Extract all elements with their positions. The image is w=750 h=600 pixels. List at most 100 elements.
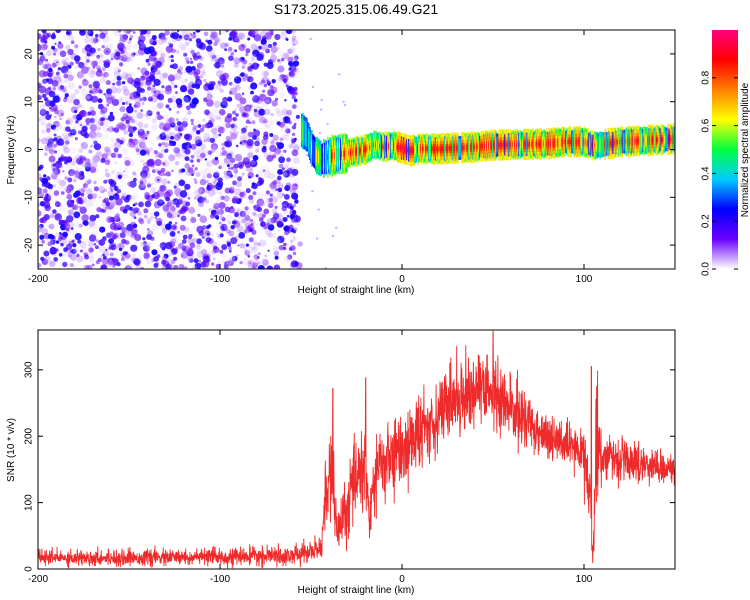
noise-dot	[280, 149, 284, 153]
noise-dot	[191, 137, 199, 145]
ridge-cell	[418, 144, 420, 153]
noise-dot	[63, 87, 67, 92]
noise-dot	[162, 72, 168, 79]
noise-dot	[84, 180, 90, 186]
noise-dot	[47, 209, 53, 215]
ridge-cell	[469, 143, 471, 152]
ridge-cell	[333, 149, 335, 162]
noise-dot	[69, 263, 74, 268]
ridge-cell	[407, 147, 409, 153]
ridge-cell	[406, 139, 408, 160]
noise-dot	[65, 119, 71, 125]
noise-dot	[85, 39, 89, 42]
noise-dot	[206, 232, 210, 236]
ridge-cell	[362, 146, 364, 155]
ridge-cell	[339, 148, 341, 161]
noise-dot	[267, 172, 275, 180]
noise-dot	[133, 207, 139, 213]
noise-dot	[270, 141, 276, 146]
noise-dot	[251, 222, 258, 229]
ridge-cell	[663, 135, 666, 144]
noise-dot	[223, 170, 228, 175]
ridge-cell	[651, 137, 653, 143]
noise-dot	[62, 261, 68, 268]
noise-dot	[174, 134, 181, 141]
noise-dot	[78, 61, 85, 69]
noise-dot	[309, 37, 312, 41]
noise-dot	[118, 247, 123, 251]
noise-dot	[152, 191, 160, 200]
noise-dot	[134, 240, 138, 244]
noise-dot	[88, 161, 91, 164]
noise-dot	[95, 65, 101, 71]
noise-dot	[134, 138, 137, 142]
noise-dot	[234, 108, 238, 112]
ridge-cell	[408, 142, 410, 159]
noise-dot	[241, 130, 245, 135]
ridge-cell	[303, 123, 305, 141]
noise-dot	[173, 185, 177, 189]
noise-dot	[220, 231, 224, 235]
noise-dot	[181, 254, 184, 258]
noise-dot	[161, 178, 168, 185]
ridge-cell	[445, 146, 447, 151]
noise-dot	[187, 110, 192, 115]
noise-dot	[74, 190, 81, 197]
noise-dot	[229, 87, 238, 96]
noise-dot	[189, 60, 194, 64]
noise-dot	[148, 110, 152, 114]
noise-dot	[188, 235, 192, 240]
ridge-cell	[332, 152, 334, 159]
noise-dot	[212, 132, 219, 139]
noise-dot	[199, 215, 208, 223]
noise-dot	[190, 159, 194, 163]
noise-dot	[241, 218, 247, 224]
x-tick-label: 0	[399, 274, 405, 285]
noise-dot	[292, 236, 297, 241]
noise-dot	[53, 60, 57, 63]
noise-dot	[235, 253, 240, 258]
ridge-cell	[669, 136, 672, 142]
noise-dot	[127, 40, 132, 44]
ridge-cell	[499, 142, 501, 148]
noise-dot	[171, 48, 176, 54]
ridge-cell	[516, 142, 518, 147]
noise-dot	[99, 32, 106, 39]
noise-dot	[292, 229, 297, 234]
noise-dot	[218, 133, 222, 137]
ridge-cell	[513, 140, 515, 149]
noise-dot	[58, 164, 63, 169]
ridge-cell	[618, 138, 620, 147]
noise-dot	[196, 250, 204, 259]
noise-dot	[59, 79, 64, 84]
noise-dot	[146, 86, 152, 91]
x-tick-label: -200	[28, 574, 48, 585]
ridge-cell	[405, 146, 407, 152]
noise-dot	[122, 192, 127, 197]
colorbar-label: Normalized spectral amplitude	[740, 82, 750, 217]
noise-dot	[113, 77, 117, 82]
noise-dot	[43, 259, 48, 265]
noise-dot	[74, 174, 79, 179]
noise-dot	[256, 198, 265, 207]
noise-dot	[134, 101, 141, 108]
noise-dot	[248, 121, 252, 125]
noise-dot	[99, 117, 104, 122]
noise-dot	[225, 228, 231, 234]
noise-dot	[184, 156, 190, 162]
noise-dot	[169, 132, 175, 138]
noise-dot	[134, 202, 138, 206]
noise-dot	[234, 49, 238, 53]
noise-dot	[142, 244, 150, 252]
colorbar-tick-label: 0.6	[701, 118, 712, 132]
noise-dot	[44, 97, 48, 102]
noise-dot	[123, 173, 128, 179]
ridge-cell	[664, 135, 667, 144]
noise-dot	[66, 193, 73, 200]
noise-dot	[158, 122, 167, 130]
noise-dot	[104, 161, 109, 166]
noise-dot	[159, 145, 165, 151]
noise-dot	[168, 55, 172, 59]
noise-dot	[105, 149, 112, 156]
noise-dot	[221, 30, 225, 35]
